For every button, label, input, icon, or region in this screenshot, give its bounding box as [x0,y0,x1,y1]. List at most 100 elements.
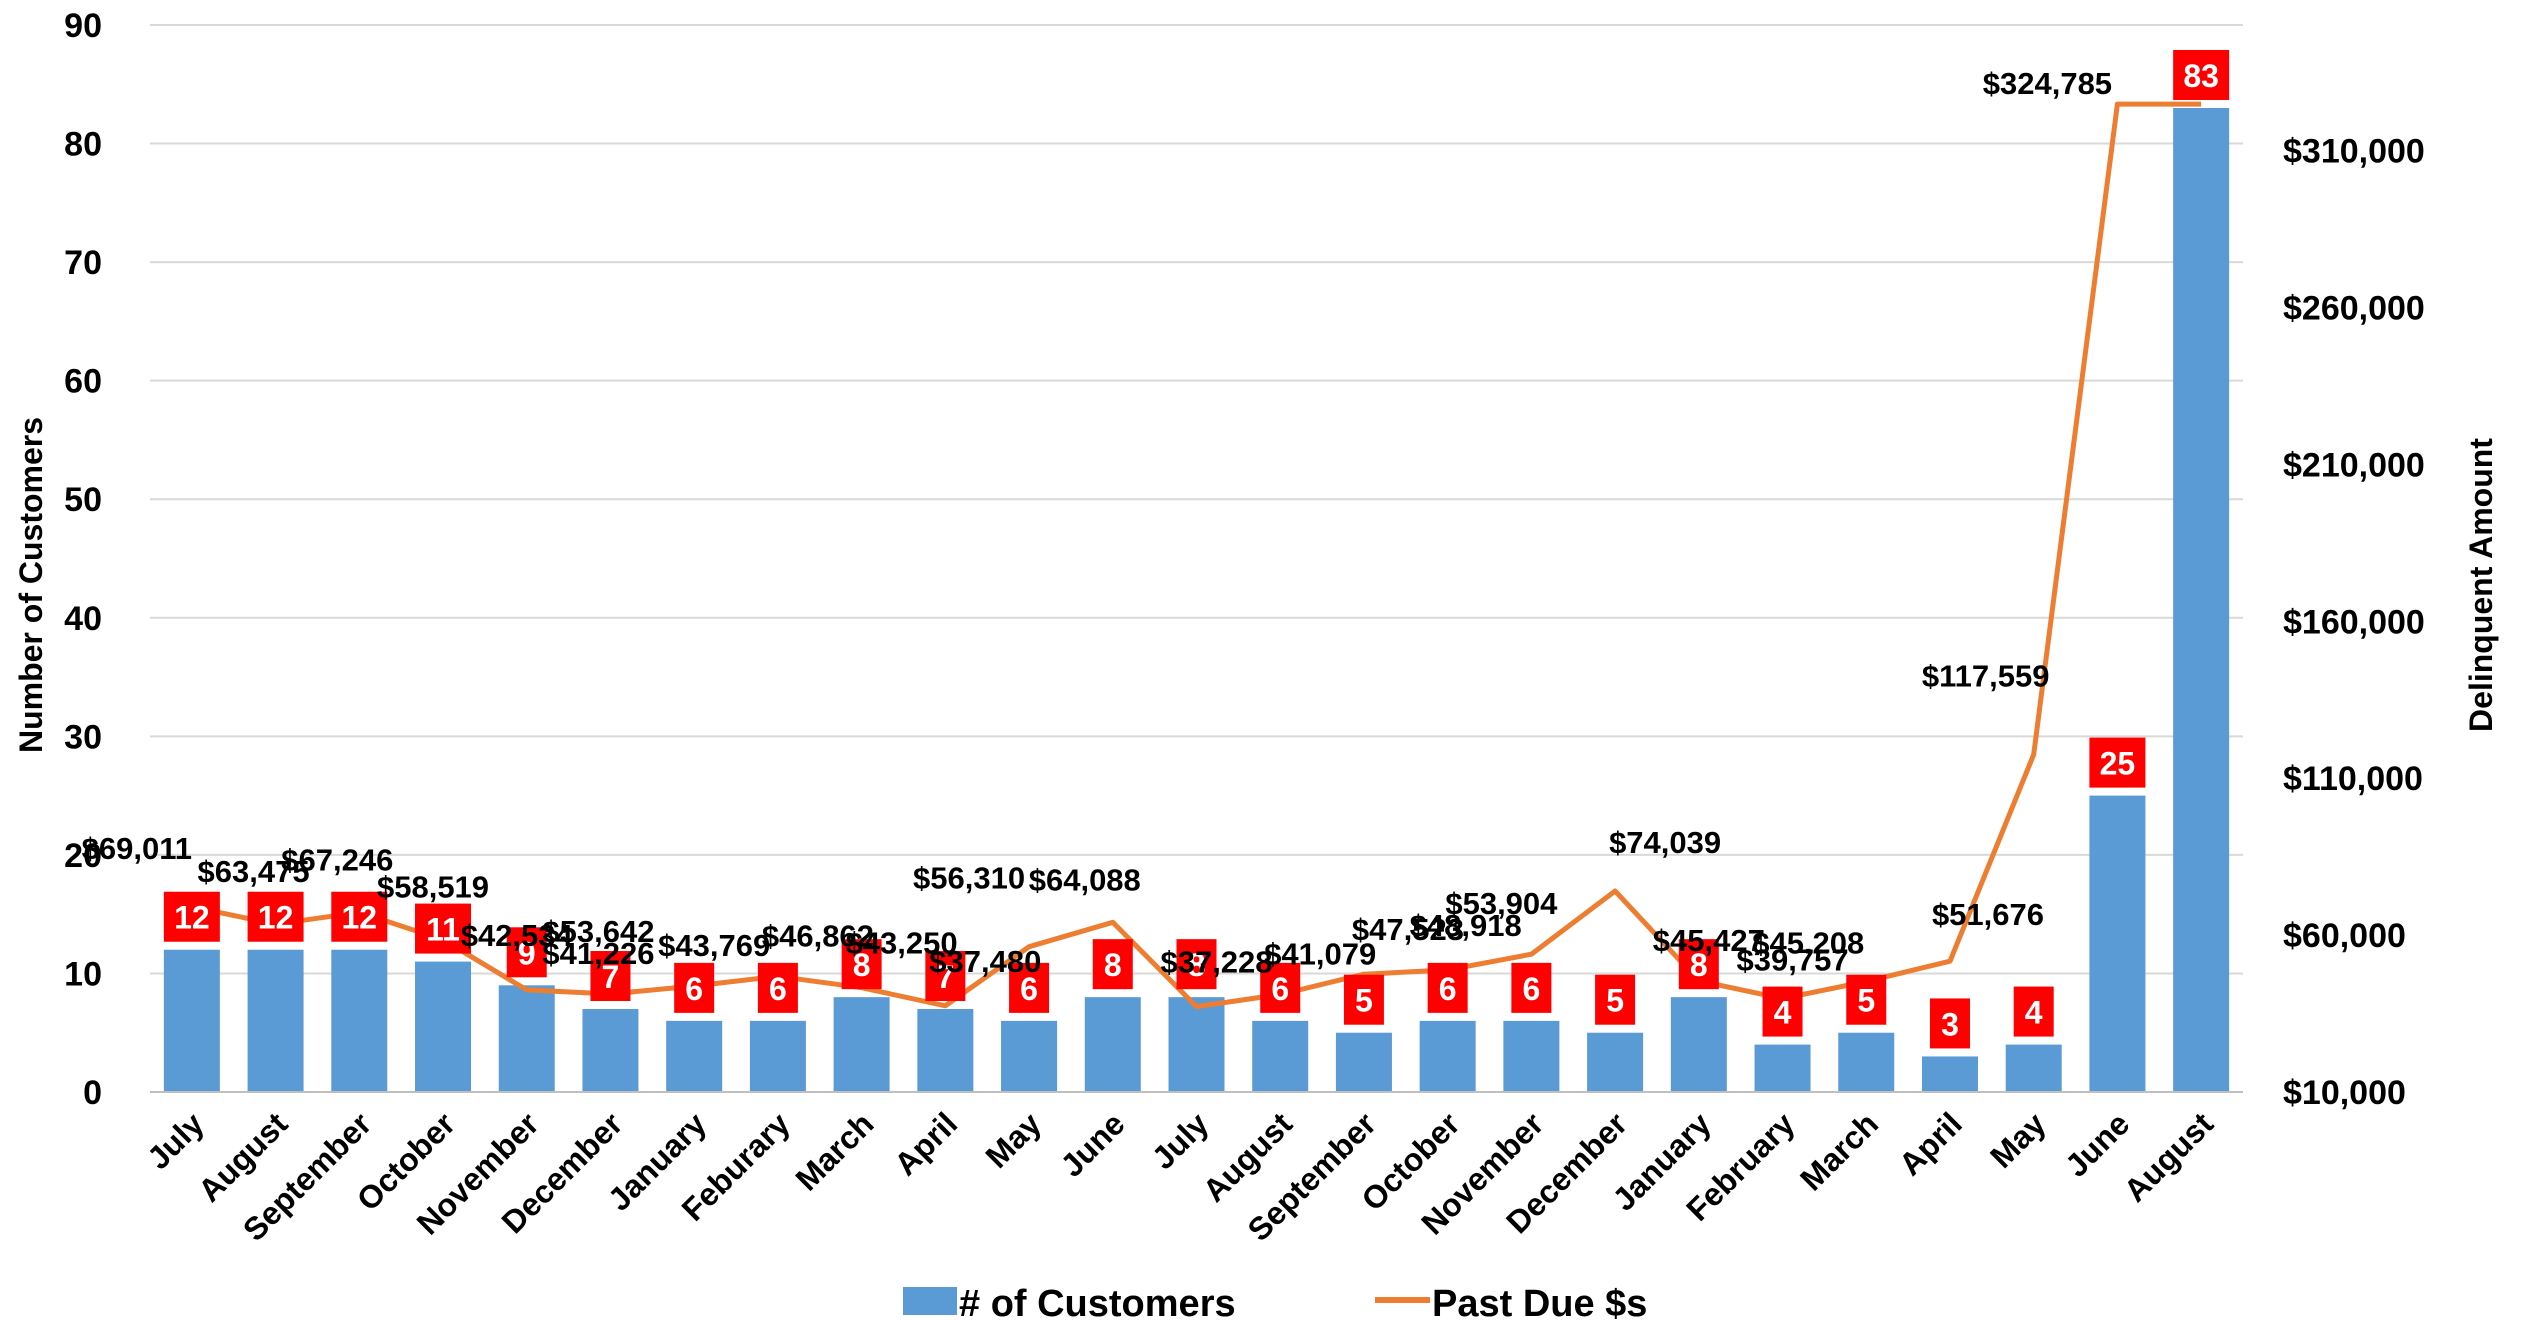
line-labels: $69,011$63,475$67,246$58,519 $42,534$53,6… [82,66,2112,979]
bar [163,949,220,1092]
bar-value-label: 8 [853,947,871,983]
bar-value-label-box [1511,962,1552,1013]
bar-value-label: 9 [518,935,536,971]
bar-value-label-box [1427,962,1468,1013]
y-right-tick-label: $60,000 [2283,917,2406,955]
bar [582,1009,639,1092]
past-due-line [191,101,2202,1010]
x-tick-label: July [1145,1105,1216,1176]
bar [666,1020,723,1092]
line-value-label: $56,310 [913,861,1025,896]
x-tick-label: April [1892,1105,1969,1182]
bar [247,949,304,1092]
bar [498,985,555,1092]
y-left-tick-label: 0 [83,1074,102,1112]
bar [917,1009,974,1092]
bar [415,961,472,1092]
line-value-label: $46,862 [762,918,874,953]
x-tick-label: May [1983,1105,2053,1175]
bar-value-label-box [757,962,798,1013]
y-right-tick-label: $310,000 [2283,133,2425,171]
y-axis-right: $10,000 $60,000 $110,000 $160,000 $210,000 $2… [2283,133,2425,1112]
legend-swatch-customers [903,1287,957,1315]
y-left-tick-label: 40 [64,600,102,638]
y-axis-left-title: Number of Customers [13,417,49,753]
bar-value-label: 25 [2100,746,2136,782]
bar-value-label-box [1762,986,1803,1037]
x-tick-label: March [1793,1105,1885,1197]
y-left-tick-label: 80 [64,126,102,164]
bar-value-label-box [2013,986,2054,1037]
bar [1084,997,1141,1092]
past-due-line-path [191,101,2202,1010]
bar-value-label-box [1595,974,1636,1025]
bar [2005,1044,2062,1092]
x-tick-label: August [2117,1105,2221,1209]
y-axis-right-title: Delinquent Amount [2463,438,2499,732]
line-value-label: $43,769 [658,928,770,963]
x-tick-label: June [1053,1105,1131,1183]
y-left-tick-label: 90 [64,7,102,45]
bar-value-label-box [2173,49,2230,100]
x-tick-label: April [887,1105,964,1182]
bar-value-label-box [415,903,472,954]
bar-value-label: 6 [1439,971,1457,1007]
line-value-label: $45,208 [1752,926,1864,961]
bar-value-label: 5 [1606,983,1624,1019]
bar [1670,997,1727,1092]
line-value-label: $47,523 [1352,912,1464,947]
bar-value-label: 11 [426,912,460,948]
bar-value-label-box [841,939,882,990]
bar-value-label-box [925,951,966,1002]
legend: # of Customers Past Due $s [903,1283,1647,1320]
line-value-label: $39,757 [1737,943,1849,978]
y-right-tick-label: $10,000 [2283,1074,2406,1112]
line-value-label: $45,427 [1653,923,1765,958]
y-left-tick-label: 10 [64,955,102,993]
y-left-tick-label: 50 [64,481,102,519]
bar [1838,1032,1895,1092]
bar-value-label: 6 [769,971,787,1007]
bar-value-label: 5 [1857,983,1875,1019]
bar [2173,107,2230,1092]
bar [833,997,890,1092]
bar-value-label: 8 [1104,947,1122,983]
x-tick-label: March [788,1105,880,1197]
bar-value-label-box [1092,939,1133,990]
bar-value-label-box [506,927,547,978]
bar [2089,795,2146,1092]
bar-value-label-box [163,891,220,942]
line-value-label: $37,480 [929,944,1041,979]
bar-value-label-box [1343,974,1384,1025]
line-value-label: $48,918 [1410,908,1522,943]
bar-value-label: 6 [685,971,703,1007]
y-right-tick-label: $160,000 [2283,603,2425,641]
x-axis: JulyAugustSeptemberOctoberNovemberDecemb… [140,1091,2243,1248]
line-value-label: $53,904 [1445,886,1558,921]
bar-value-label: 7 [602,959,620,995]
bar-value-label-box [1846,974,1887,1025]
line-value-label: $64,088 [1029,862,1141,897]
y-left-tick-label: 30 [64,718,102,756]
y-right-tick-label: $210,000 [2283,446,2425,484]
y-right-tick-label: $260,000 [2283,289,2425,327]
bar-value-label: 12 [174,900,210,936]
bar-value-label: 6 [1522,971,1540,1007]
bar-value-label-box [1260,962,1301,1013]
bar-value-label-box [1009,962,1050,1013]
line-value-label: $117,559 [1922,658,2050,693]
bar-labels: 12 12 12 11 9 7 6 6 8 7 6 8 8 6 5 6 6 5 8 4 5 3 4 25 83 [163,49,2230,1049]
legend-label-past-due: Past Due $s [1432,1283,1647,1320]
x-tick-label: July [140,1105,211,1176]
bar-value-label: 6 [1020,971,1038,1007]
bars [163,107,2230,1092]
line-value-label: $41,226 [542,936,654,971]
bar [1921,1056,1978,1092]
bar [331,949,388,1092]
y-left-tick-label: 60 [64,363,102,401]
bar-value-label: 12 [258,900,294,936]
line-value-label: $41,079 [1264,936,1376,971]
bar-value-label: 12 [342,900,378,936]
bar [1503,1020,1560,1092]
bar [1587,1032,1644,1092]
